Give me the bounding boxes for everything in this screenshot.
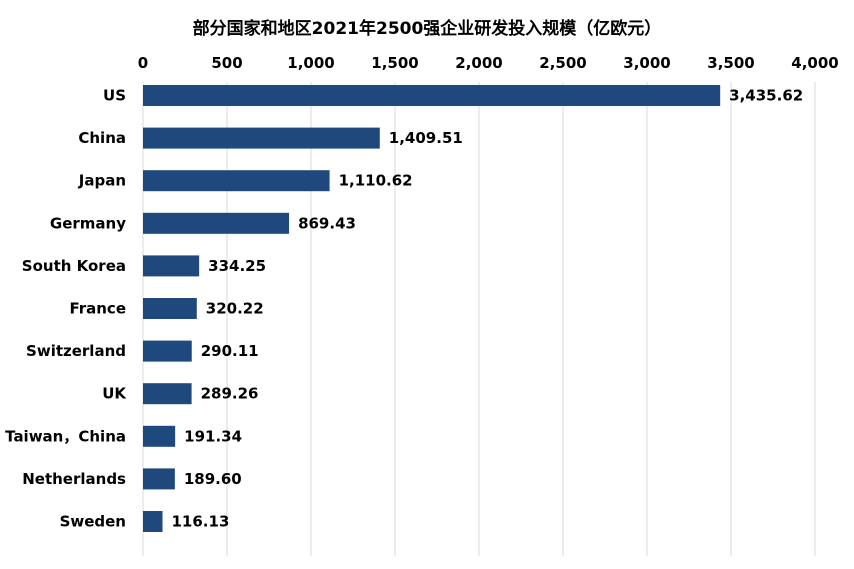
data-labels: 3,435.62 1,409.51 1,110.62 869.43 334.25 320.… — [172, 87, 804, 531]
x-tick-label: 3,000 — [623, 54, 670, 72]
data-label: 1,409.51 — [389, 129, 463, 147]
data-label: 1,110.62 — [339, 172, 413, 190]
bar — [143, 212, 290, 234]
category-label: Switzerland — [26, 342, 126, 360]
category-label: UK — [102, 385, 127, 403]
bar — [143, 383, 192, 405]
bar — [143, 85, 721, 106]
x-tick-label: 1,000 — [287, 54, 334, 72]
x-tick-label: 2,000 — [455, 54, 502, 72]
x-tick-label: 3,500 — [707, 54, 754, 72]
category-label: Japan — [78, 172, 126, 190]
bar — [143, 340, 192, 362]
category-label: Taiwan，China — [5, 427, 126, 445]
data-label: 116.13 — [172, 513, 230, 531]
x-tick-label: 0 — [138, 54, 148, 72]
category-label: South Korea — [22, 257, 126, 275]
bar — [143, 127, 380, 149]
data-label: 320.22 — [206, 300, 264, 318]
gridlines — [142, 82, 816, 556]
category-label: France — [69, 300, 126, 318]
chart-title: 部分国家和地区2021年2500强企业研发投入规模（亿欧元） — [192, 19, 662, 39]
bars — [143, 85, 721, 532]
data-label: 3,435.62 — [729, 87, 803, 105]
category-label: Germany — [50, 214, 126, 232]
x-axis-ticks: 0 500 1,000 1,500 2,000 2,500 3,000 3,500 4,000 — [138, 54, 839, 72]
bar — [143, 468, 175, 490]
bar — [143, 170, 330, 192]
data-label: 289.26 — [201, 385, 259, 403]
data-label: 290.11 — [201, 342, 259, 360]
category-label: Netherlands — [22, 470, 126, 488]
category-label: China — [78, 129, 126, 147]
bar — [143, 255, 200, 277]
data-label: 869.43 — [298, 214, 356, 232]
bar — [143, 511, 163, 532]
data-label: 189.60 — [184, 470, 242, 488]
category-label: US — [103, 87, 126, 105]
data-label: 334.25 — [208, 257, 266, 275]
x-tick-label: 2,500 — [539, 54, 586, 72]
category-labels: US China Japan Germany South Korea France Swit… — [5, 87, 127, 531]
x-tick-label: 4,000 — [791, 54, 838, 72]
data-label: 191.34 — [184, 427, 242, 445]
bar — [143, 298, 197, 319]
x-tick-label: 1,500 — [371, 54, 418, 72]
x-tick-label: 500 — [211, 54, 242, 72]
bar — [143, 425, 176, 447]
category-label: Sweden — [60, 513, 126, 531]
